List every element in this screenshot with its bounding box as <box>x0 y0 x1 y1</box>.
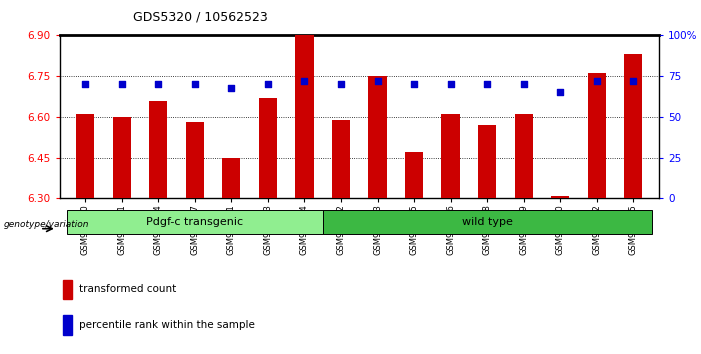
Bar <box>295 35 313 198</box>
Bar <box>551 195 569 198</box>
Point <box>591 78 602 84</box>
Text: genotype/variation: genotype/variation <box>4 220 89 229</box>
Bar <box>322 210 652 234</box>
Text: wild type: wild type <box>462 217 512 227</box>
Point <box>409 81 420 87</box>
Point <box>116 81 128 87</box>
Text: Pdgf-c transgenic: Pdgf-c transgenic <box>147 217 243 227</box>
Point <box>518 81 529 87</box>
Point <box>189 81 200 87</box>
Bar <box>76 114 95 198</box>
Bar <box>405 152 423 198</box>
Text: GDS5320 / 10562523: GDS5320 / 10562523 <box>133 11 268 24</box>
Bar <box>478 125 496 198</box>
Bar <box>587 73 606 198</box>
Bar <box>63 315 72 335</box>
Bar <box>222 158 240 198</box>
Point <box>482 81 493 87</box>
Point <box>153 81 164 87</box>
Bar <box>113 117 131 198</box>
Bar <box>63 280 72 299</box>
Bar <box>332 120 350 198</box>
Point <box>226 85 237 90</box>
Point <box>372 78 383 84</box>
Point <box>445 81 456 87</box>
Point <box>335 81 346 87</box>
Point <box>554 90 566 95</box>
Text: percentile rank within the sample: percentile rank within the sample <box>79 320 254 330</box>
Bar <box>442 114 460 198</box>
Point <box>628 78 639 84</box>
Bar <box>186 122 204 198</box>
Point <box>262 81 273 87</box>
Text: transformed count: transformed count <box>79 284 176 295</box>
Point <box>299 78 310 84</box>
Bar <box>624 55 643 198</box>
Point <box>79 81 90 87</box>
Bar <box>369 76 387 198</box>
Bar <box>259 98 277 198</box>
Bar <box>515 114 533 198</box>
Bar <box>67 210 322 234</box>
Bar <box>149 101 168 198</box>
